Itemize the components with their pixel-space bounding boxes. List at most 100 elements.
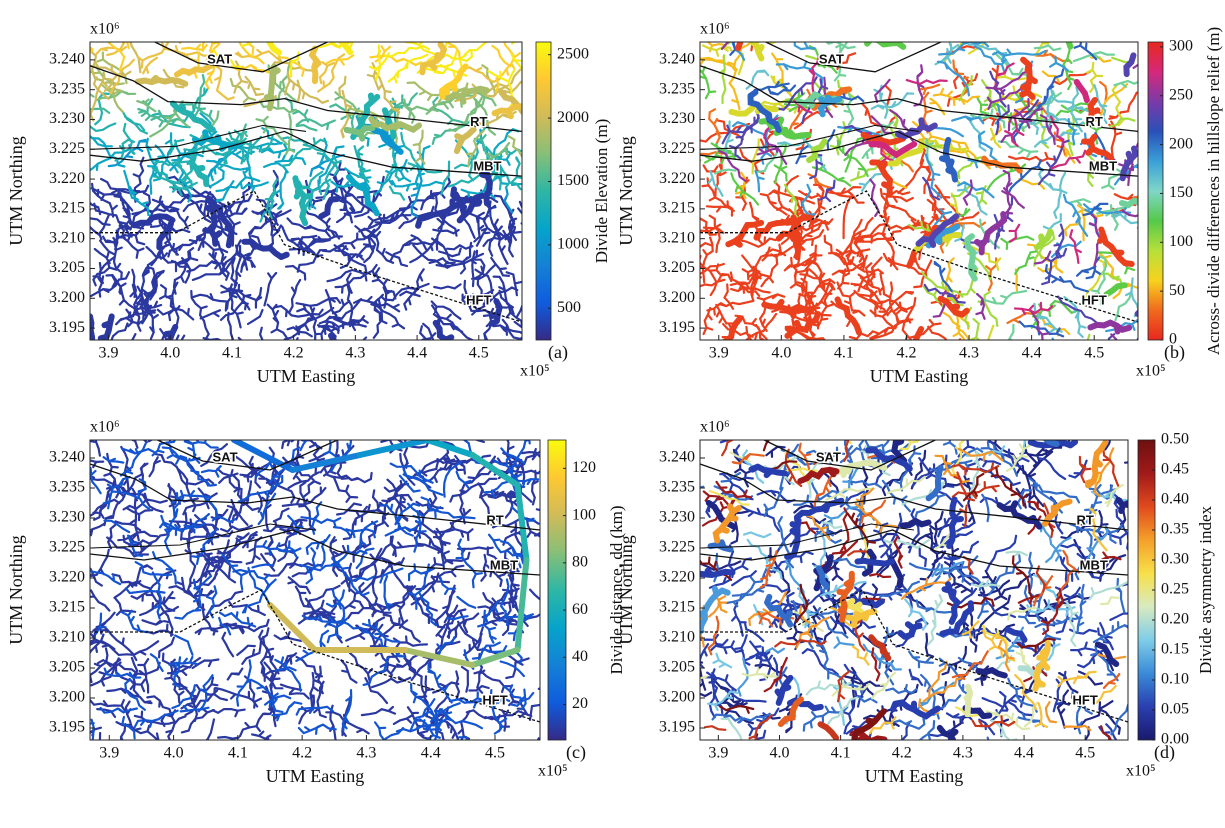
divide xyxy=(777,570,855,728)
colorbar-tick-label: 0.00 xyxy=(1161,731,1189,748)
y-tick-label: 3.205 xyxy=(49,659,85,676)
y-axis-label: UTM Northing xyxy=(6,136,26,246)
fault-label: HFT xyxy=(1082,293,1107,308)
colorbar-tick-label: 0.40 xyxy=(1161,491,1189,508)
channel xyxy=(729,42,1109,338)
fault-label: RT xyxy=(1077,512,1094,527)
fault-label: MBT xyxy=(473,159,501,174)
fault-label: SAT xyxy=(819,51,844,66)
fault-line xyxy=(89,124,307,150)
y-tick-label: 3.210 xyxy=(659,629,695,646)
fault-label: MBT xyxy=(1089,159,1117,174)
x-tick-label: 4.2 xyxy=(896,345,916,362)
fault-line xyxy=(699,529,1129,576)
x-tick-label: 4.5 xyxy=(485,745,505,762)
fault-line xyxy=(700,589,1129,723)
map-panel: SAT RT MBT HFT 3.9 4.0 4.1 4.2 4.3 4.4 4.5 3.195 3.2… xyxy=(6,419,626,786)
x-tick-label: 4.4 xyxy=(1014,745,1034,762)
colorbar-tick-label: 2500 xyxy=(557,45,589,62)
x-tick-label: 4.1 xyxy=(831,745,851,762)
y-tick-label: 3.230 xyxy=(49,110,85,127)
fault-line xyxy=(89,529,541,576)
x-tick-label: 4.5 xyxy=(1084,345,1104,362)
divide xyxy=(747,89,958,183)
y-tick-label: 3.195 xyxy=(659,319,695,336)
channel xyxy=(700,440,1128,740)
colorbar-tick-label: 0.10 xyxy=(1161,671,1189,688)
x-tick-label: 4.5 xyxy=(469,345,489,362)
fault-line xyxy=(699,65,1139,133)
colorbar-tick-label: 0.30 xyxy=(1161,551,1189,568)
channel xyxy=(829,507,1117,735)
colorbar-tick-label: 0.05 xyxy=(1161,701,1189,718)
channel xyxy=(700,440,1056,714)
colorbar-tick-label: 100 xyxy=(572,506,596,523)
divide xyxy=(266,42,354,56)
y-tick-label: 3.240 xyxy=(49,51,85,68)
colorbar-tick-label: 250 xyxy=(1169,86,1193,103)
fault-line xyxy=(700,190,1139,323)
drainage-network xyxy=(700,440,1128,740)
fault-line xyxy=(89,65,523,133)
fault-line xyxy=(699,124,920,150)
divide xyxy=(895,52,1138,317)
y-tick-label: 3.200 xyxy=(659,689,695,706)
y-tick-label: 3.240 xyxy=(49,449,85,466)
y-axis-label: UTM Northing xyxy=(616,136,636,246)
drainage-network xyxy=(90,42,522,340)
x-tick-label: 4.1 xyxy=(228,745,248,762)
x-tick-label: 4.2 xyxy=(892,745,912,762)
colorbar-tick-label: 1000 xyxy=(557,236,589,253)
x-tick-label: 4.4 xyxy=(407,345,427,362)
y-tick-label: 3.205 xyxy=(659,659,695,676)
x-tick-label: 4.3 xyxy=(345,345,365,362)
y-tick-label: 3.220 xyxy=(659,569,695,586)
fault-label: RT xyxy=(1086,114,1103,129)
panel-label: (a) xyxy=(548,342,568,363)
colorbar-tick-label: 500 xyxy=(557,299,581,316)
divide xyxy=(343,125,376,142)
x-tick-label: 4.3 xyxy=(356,745,376,762)
fault-label: SAT xyxy=(207,51,232,66)
colorbar-label: Divide Elevation (m) xyxy=(592,119,611,263)
colorbar-label: Divide distance, dd (km) xyxy=(607,505,626,674)
colorbar-tick-label: 80 xyxy=(572,554,588,571)
x-tick-label: 4.5 xyxy=(1075,745,1095,762)
x-tick-label: 4.1 xyxy=(222,345,242,362)
y-tick-label: 3.225 xyxy=(659,140,695,157)
y-tick-label: 3.225 xyxy=(49,539,85,556)
divide xyxy=(402,647,476,668)
drainage-network xyxy=(90,440,540,740)
divide xyxy=(263,63,490,133)
x-tick-label: 4.2 xyxy=(292,745,312,762)
x-multiplier: x10⁵ xyxy=(538,763,568,780)
y-tick-label: 3.225 xyxy=(49,140,85,157)
channel xyxy=(704,440,1120,740)
colorbar xyxy=(535,41,552,341)
y-tick-label: 3.210 xyxy=(659,229,695,246)
x-tick-label: 3.9 xyxy=(708,745,728,762)
colorbar-tick-label: 0.25 xyxy=(1161,581,1189,598)
x-tick-label: 4.4 xyxy=(1022,345,1042,362)
fault-label: RT xyxy=(486,512,503,527)
fault-label: RT xyxy=(470,114,487,129)
divide xyxy=(851,708,887,740)
divide xyxy=(712,440,1109,544)
fault-line xyxy=(699,463,1129,531)
y-tick-label: 3.225 xyxy=(659,539,695,556)
x-multiplier: x10⁵ xyxy=(1126,763,1156,780)
panel-label: (b) xyxy=(1164,342,1185,363)
divide xyxy=(267,602,408,653)
colorbar xyxy=(1147,41,1164,341)
y-tick-label: 3.220 xyxy=(49,170,85,187)
fault-line xyxy=(89,130,523,177)
fault-label: MBT xyxy=(1080,557,1108,572)
divide xyxy=(845,608,1051,692)
y-multiplier: x10⁶ xyxy=(90,21,120,38)
x-tick-label: 4.3 xyxy=(953,745,973,762)
y-tick-label: 3.240 xyxy=(659,51,695,68)
colorbar-tick-label: 100 xyxy=(1169,233,1193,250)
divide xyxy=(700,440,1079,720)
y-tick-label: 3.210 xyxy=(49,629,85,646)
y-axis-label: UTM Northing xyxy=(6,535,26,645)
